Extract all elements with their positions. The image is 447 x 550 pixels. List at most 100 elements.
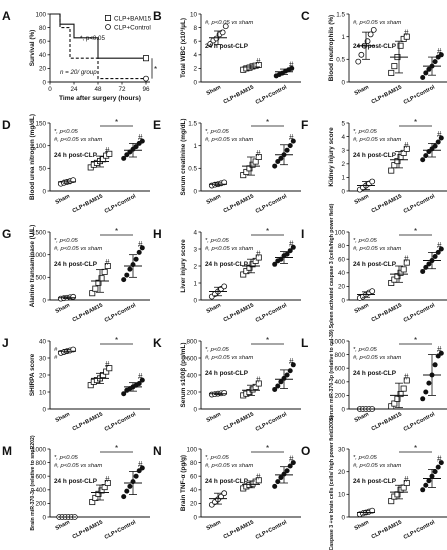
x-tick-label: 72 [118,86,126,93]
legend-marker [105,24,111,30]
group-significance-label: # [105,475,110,484]
annotation: *, p<0.05 [205,238,229,244]
x-category-label: CLP+Control [255,84,289,106]
data-point [101,268,108,275]
data-point [400,149,407,156]
data-point [139,138,145,144]
data-point [420,74,426,80]
data-point [394,273,401,280]
annotation: #, p<0.05 vs sham [353,463,401,469]
y-tick-label: 20 [39,66,47,73]
x-category-label: Sham [354,411,370,423]
x-category-label: CLP+Control [104,302,138,324]
curve-end-marker [143,75,149,82]
data-point [420,157,426,163]
data-point [432,143,438,149]
data-point [127,266,133,272]
y-tick-label: 1 [193,280,197,287]
panel-letter: M [2,444,12,458]
x-category-label: CLP+BAM15 [223,411,255,432]
y-tick-label: 20 [338,284,346,291]
group-significance-label: # [256,149,261,158]
data-point [278,155,284,161]
data-point [221,490,228,497]
y-tick-label: 0.5 [336,57,345,64]
significance-star: * [266,118,269,127]
annotation: #, p<0.05 vs sham [205,137,253,143]
data-point [89,499,96,506]
y-tick-label: 0 [341,79,345,86]
data-point [284,468,290,474]
data-point [127,483,133,489]
y-tick-label: 600 [186,355,197,362]
data-point [423,264,429,270]
y-tick-label: 200 [35,501,46,508]
y-tick-label: 800 [35,460,46,467]
group-significance-label: # [256,472,261,481]
data-point [221,283,228,290]
annotation: #, p<0.05 vs sham [54,246,102,252]
data-point [240,271,247,278]
x-category-label: CLP+BAM15 [371,411,403,432]
data-point [124,272,130,278]
timepoint-annotation: 24 h post-CLP [353,152,397,159]
y-tick-label: 500 [35,275,46,282]
data-point [284,372,290,378]
data-point [100,371,107,378]
data-point [438,246,444,252]
data-point [358,51,365,58]
data-point [391,63,398,70]
data-point [397,42,404,49]
y-tick-label: 200 [334,393,345,400]
group-significance-label: # [404,475,409,484]
x-category-label: CLP+Control [255,519,289,541]
panel-letter: G [2,227,11,241]
data-point [246,264,253,271]
y-axis-label: Brain TNF-α (pg/g) [180,455,187,511]
y-axis-label: Liver injury score [180,239,187,293]
significance-star: * [414,336,417,345]
data-point [284,251,290,257]
data-point [243,268,250,275]
panel-letter: F [301,118,308,132]
annotation: #, p<0.05 vs sham [353,246,401,252]
group-significance-label: # [404,141,409,150]
data-point [278,475,284,481]
significance-star: * [414,227,417,236]
y-tick-label: 1500 [32,229,47,236]
y-axis-label: Survival (%) [29,30,36,67]
data-point [388,69,395,76]
y-axis-label: Serum creatinine (mg/dL) [180,118,187,195]
panel-J: J 0 10 20 30 40 SHIRPA score Sham CLP+BAM15 CLP+C… [2,336,150,433]
group-significance-label: # [105,360,110,369]
data-point [397,269,404,276]
x-category-label: Sham [354,302,370,314]
x-category-label: CLP+Control [255,411,289,433]
panel-letter: L [301,336,308,350]
timepoint-annotation: 24 h post-CLP [205,370,249,377]
annotation: *, p<0.05 [54,238,78,244]
x-category-label: CLP+Control [403,302,437,324]
y-tick-label: 1000 [331,338,346,345]
data-point [133,473,139,479]
y-tick-label: 2 [341,161,345,168]
data-point [249,161,256,168]
annotation: *, p<0.05 [205,455,229,461]
x-tick-label: 0 [48,86,52,93]
y-tick-label: 600 [334,366,345,373]
timepoint-annotation: 24 h post-CLP [54,478,98,485]
y-tick-label: 80 [39,25,47,32]
data-point [426,478,432,484]
x-category-label: CLP+Control [255,302,289,324]
group-significance-label: # [289,133,294,142]
data-point [290,460,296,466]
y-tick-label: 100 [334,229,345,236]
data-point [394,158,401,165]
y-tick-label: 40 [39,52,47,59]
panel-letter: N [153,444,162,458]
data-point [275,159,281,165]
